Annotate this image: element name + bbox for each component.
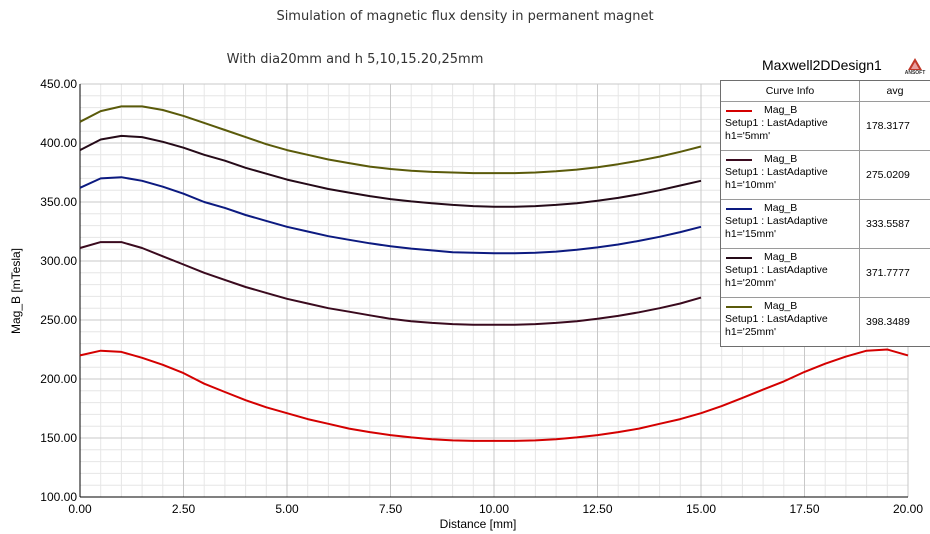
- legend-row: Mag_B Setup1 : LastAdaptive h1='20mm' 371.7…: [721, 249, 930, 298]
- x-tick-label: 5.00: [275, 502, 299, 516]
- legend-avg-value: 275.0209: [866, 169, 910, 181]
- series-line-1: [79, 348, 909, 442]
- x-tick-label: 7.50: [379, 502, 403, 516]
- design-name: Maxwell2DDesign1: [762, 57, 882, 73]
- legend-curve-info: Mag_B Setup1 : LastAdaptive h1='20mm': [721, 249, 860, 297]
- legend-series-name: Mag_B: [764, 300, 798, 312]
- y-tick-label: 450.00: [40, 77, 77, 91]
- x-tick-label: 0.00: [68, 502, 92, 516]
- series-line-3: [79, 176, 702, 255]
- y-tick-label: 400.00: [40, 136, 77, 150]
- y-axis-label: Mag_B [mTesla]: [9, 248, 23, 334]
- x-tick-label: 15.00: [686, 502, 716, 516]
- legend-swatch: [726, 159, 752, 161]
- legend-series-name: Mag_B: [764, 153, 798, 165]
- legend-setup: Setup1 : LastAdaptive: [725, 215, 828, 227]
- legend-avg-value: 398.3489: [866, 316, 910, 328]
- legend-avg-value: 178.3177: [866, 120, 910, 132]
- series-lines: [79, 105, 909, 442]
- legend-setup: Setup1 : LastAdaptive: [725, 117, 828, 129]
- series-line-2: [79, 241, 702, 326]
- x-tick-label: 20.00: [893, 502, 923, 516]
- ansoft-logo-text: ANSOFT: [904, 70, 926, 76]
- legend-avg-value: 371.7777: [866, 267, 910, 279]
- legend-swatch: [726, 110, 752, 112]
- legend-swatch: [726, 306, 752, 308]
- y-tick-label: 300.00: [40, 254, 77, 268]
- legend-series-name: Mag_B: [764, 104, 798, 116]
- axes: [79, 84, 908, 498]
- legend-setup: Setup1 : LastAdaptive: [725, 166, 828, 178]
- ansoft-logo-icon: [908, 58, 922, 70]
- legend-param: h1='15mm': [725, 228, 776, 240]
- legend-curve-info: Mag_B Setup1 : LastAdaptive h1='25mm': [721, 298, 860, 346]
- legend-curve-info: Mag_B Setup1 : LastAdaptive h1='5mm': [721, 102, 860, 150]
- legend-header-value: avg: [886, 85, 904, 97]
- chart-title: Simulation of magnetic flux density in p…: [276, 9, 654, 24]
- y-tick-label: 200.00: [40, 372, 77, 386]
- x-tick-label: 2.50: [172, 502, 196, 516]
- legend-param: h1='5mm': [725, 130, 771, 142]
- legend-swatch: [726, 208, 752, 210]
- legend-swatch: [726, 257, 752, 259]
- legend-row: Mag_B Setup1 : LastAdaptive h1='25mm' 398.3…: [721, 298, 930, 346]
- legend: Curve Info avg Mag_B Setup1 : LastAdaptiv…: [720, 80, 930, 347]
- legend-series-name: Mag_B: [764, 251, 798, 263]
- legend-header-curve: Curve Info: [721, 81, 860, 101]
- legend-setup: Setup1 : LastAdaptive: [725, 313, 828, 325]
- chart-subtitle: With dia20mm and h 5,10,15.20,25mm: [226, 52, 484, 67]
- legend-header: Curve Info avg: [721, 81, 930, 102]
- x-axis-label: Distance [mm]: [440, 517, 517, 531]
- legend-param: h1='25mm': [725, 326, 776, 338]
- legend-series-name: Mag_B: [764, 202, 798, 214]
- y-tick-label: 150.00: [40, 431, 77, 445]
- legend-avg-value: 333.5587: [866, 218, 910, 230]
- legend-curve-info: Mag_B Setup1 : LastAdaptive h1='15mm': [721, 200, 860, 248]
- series-line-5: [79, 105, 702, 175]
- x-tick-label: 10.00: [479, 502, 509, 516]
- series-line-4: [79, 134, 702, 208]
- x-tick-label: 12.50: [582, 502, 612, 516]
- y-tick-label: 250.00: [40, 313, 77, 327]
- legend-row: Mag_B Setup1 : LastAdaptive h1='5mm' 178.31…: [721, 102, 930, 151]
- x-tick-label: 17.50: [789, 502, 819, 516]
- legend-row: Mag_B Setup1 : LastAdaptive h1='15mm' 333.5…: [721, 200, 930, 249]
- legend-param: h1='20mm': [725, 277, 776, 289]
- tick-labels: 0.00 2.50 5.00 7.50 10.00 12.50 15.00 17.50 20.0…: [40, 77, 923, 516]
- legend-setup: Setup1 : LastAdaptive: [725, 264, 828, 276]
- y-tick-label: 350.00: [40, 195, 77, 209]
- y-tick-label: 100.00: [40, 490, 77, 504]
- legend-param: h1='10mm': [725, 179, 776, 191]
- legend-row: Mag_B Setup1 : LastAdaptive h1='10mm' 275.0…: [721, 151, 930, 200]
- ansoft-logo: ANSOFT: [902, 57, 928, 77]
- legend-curve-info: Mag_B Setup1 : LastAdaptive h1='10mm': [721, 151, 860, 199]
